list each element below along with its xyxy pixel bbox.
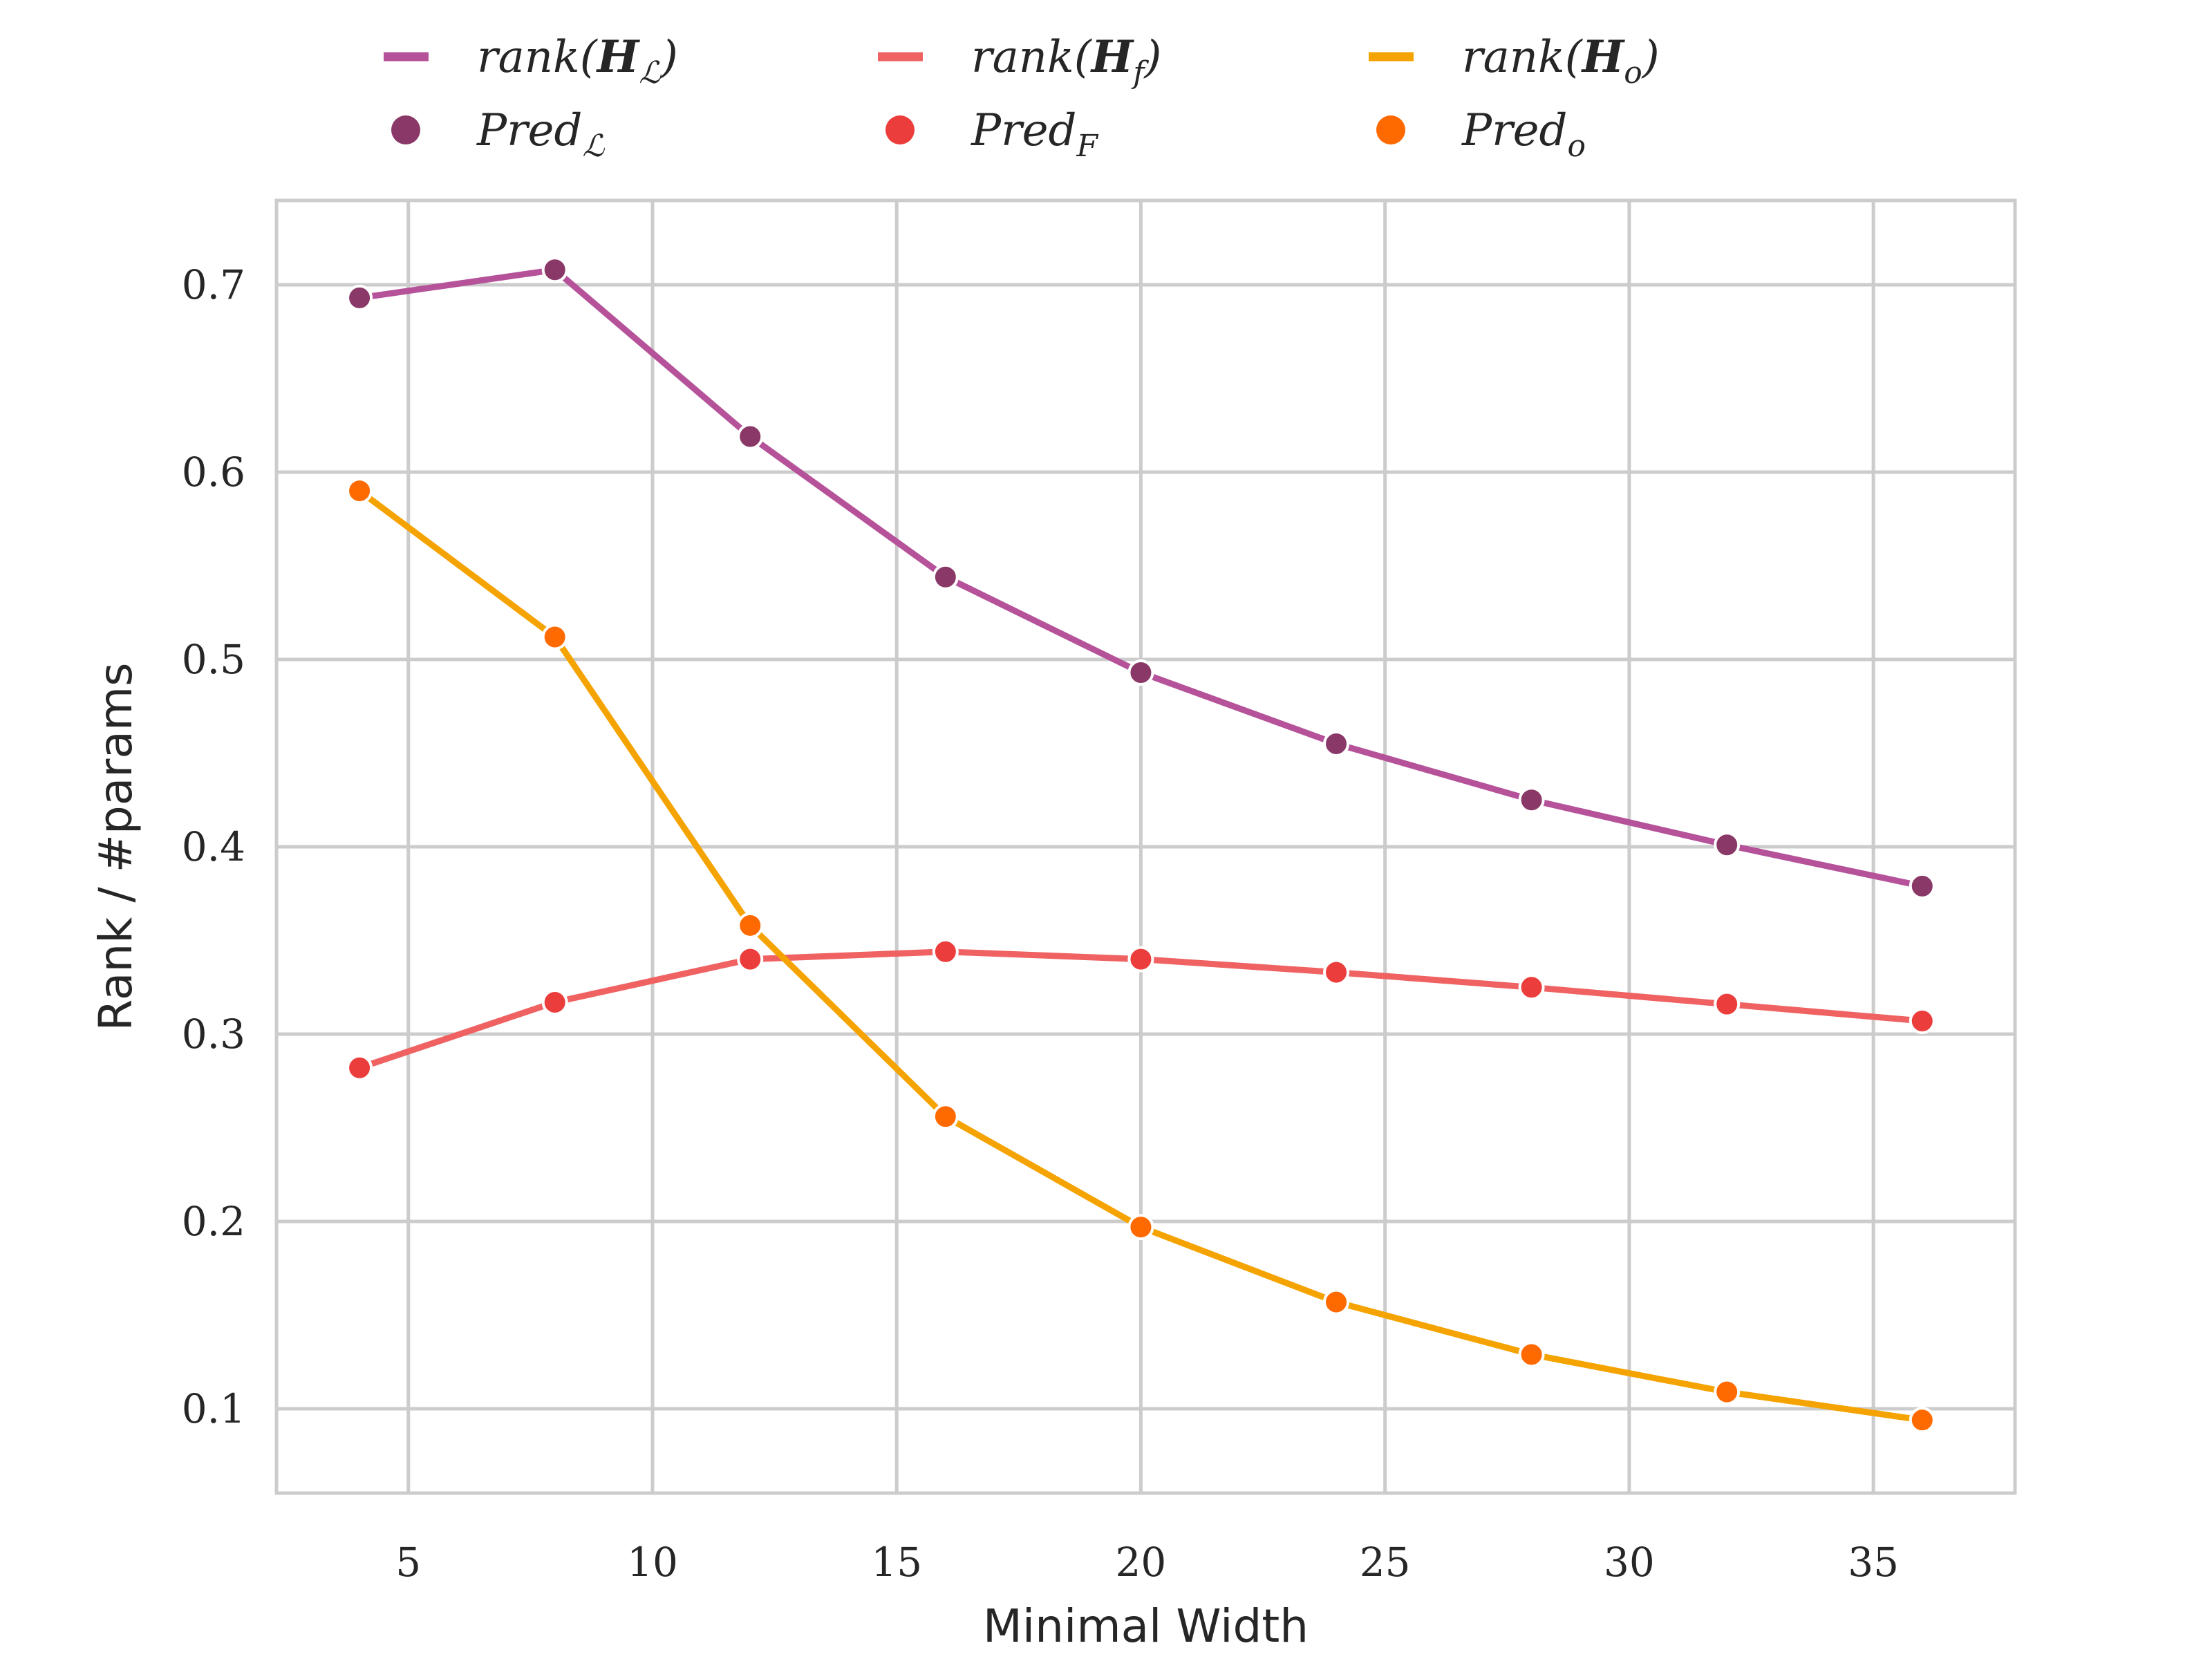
x-axis-label: Minimal Width — [983, 1600, 1309, 1653]
legend-marker-swatch-o — [1376, 115, 1405, 144]
tick-labels: 5 10 15 20 25 30 35 0.1 0.2 0.3 0.4 0.5 0.6 0.7 — [182, 261, 1899, 1586]
legend-label: Predo — [1461, 105, 1586, 164]
data-point-L — [1323, 730, 1350, 757]
data-point-F — [1127, 946, 1154, 973]
series-F — [346, 938, 1936, 1081]
data-point-o — [932, 1103, 959, 1130]
x-tick-label: 20 — [1116, 1539, 1167, 1586]
data-point-L — [932, 563, 959, 590]
data-point-o — [1909, 1407, 1936, 1434]
x-tick-label: 15 — [871, 1539, 922, 1586]
data-point-o — [737, 912, 764, 939]
legend-label: rank(Hℒ) — [477, 31, 678, 91]
legend-marker-swatch-F — [885, 115, 915, 144]
y-tick-label: 0.2 — [182, 1198, 245, 1245]
data-point-F — [346, 1054, 373, 1081]
data-point-L — [1714, 832, 1741, 859]
data-point-L — [1518, 787, 1545, 814]
data-point-o — [541, 624, 568, 650]
y-tick-label: 0.6 — [182, 449, 245, 496]
data-point-L — [541, 256, 568, 283]
data-point-o — [1714, 1378, 1741, 1405]
data-point-o — [1127, 1214, 1154, 1241]
data-point-F — [1909, 1008, 1936, 1035]
data-point-L — [1909, 872, 1936, 899]
legend-label: rank(Ho) — [1462, 31, 1660, 91]
legend: rank(Hℒ) Predℒ rank(Hf) PredF rank(Ho) Predo — [384, 31, 1660, 164]
y-tick-label: 0.5 — [182, 636, 245, 683]
series-L — [346, 256, 1936, 899]
data-point-F — [1518, 974, 1545, 1001]
data-point-F — [1714, 991, 1741, 1018]
data-point-F — [541, 988, 568, 1015]
y-tick-label: 0.1 — [182, 1385, 245, 1432]
data-point-F — [1323, 959, 1350, 986]
x-tick-label: 25 — [1360, 1539, 1411, 1586]
y-tick-label: 0.4 — [182, 823, 245, 870]
x-tick-label: 10 — [627, 1539, 678, 1586]
data-point-o — [1323, 1288, 1350, 1315]
series-layer — [346, 256, 1936, 1434]
plot-frame — [274, 198, 2017, 1495]
data-point-o — [346, 478, 373, 505]
x-tick-label: 30 — [1604, 1539, 1655, 1586]
data-point-o — [1518, 1341, 1545, 1368]
y-tick-label: 0.7 — [182, 261, 245, 308]
x-tick-label: 35 — [1848, 1539, 1899, 1586]
y-tick-label: 0.3 — [182, 1011, 245, 1058]
y-axis-label: Rank / #params — [89, 663, 142, 1031]
series-o — [346, 478, 1936, 1434]
data-point-F — [932, 938, 959, 965]
legend-marker-swatch-L — [391, 115, 420, 144]
data-point-L — [1127, 659, 1154, 686]
x-tick-label: 5 — [395, 1539, 421, 1586]
data-point-L — [346, 284, 373, 311]
grid — [276, 200, 2015, 1493]
legend-label: PredF — [971, 105, 1099, 164]
legend-label: Predℒ — [476, 105, 606, 164]
data-point-F — [737, 946, 764, 973]
legend-label: rank(Hf) — [971, 31, 1161, 91]
data-point-L — [737, 423, 764, 450]
